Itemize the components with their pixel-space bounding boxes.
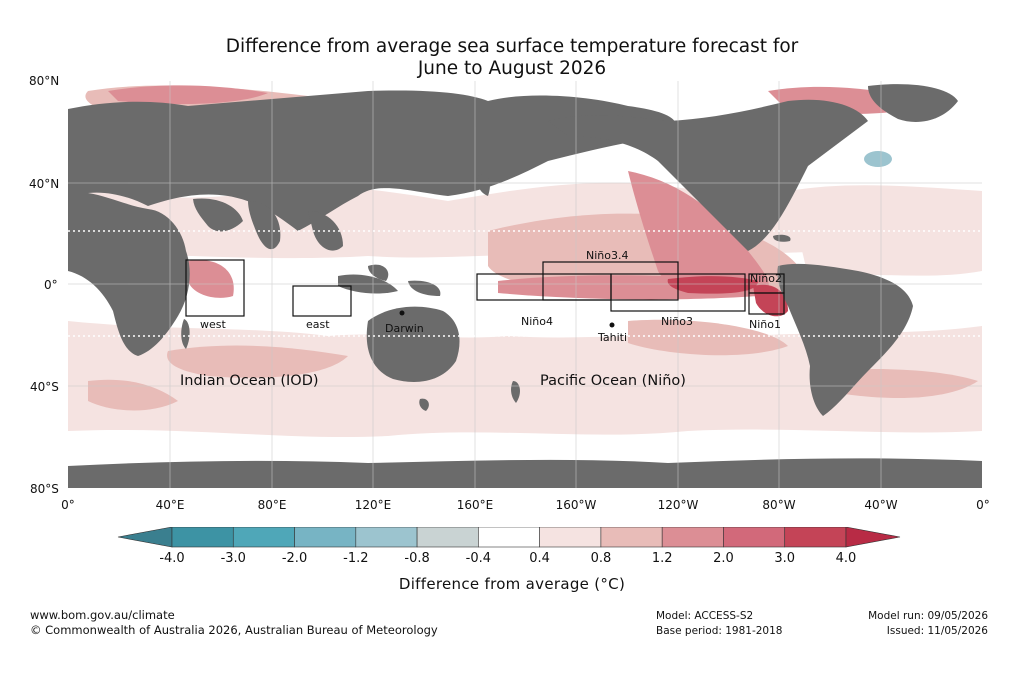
lon-label-40w: 40°W (864, 498, 898, 512)
tahiti-marker (609, 322, 615, 328)
colorbar-tick-label: -4.0 (159, 551, 185, 566)
map-title: Difference from average sea surface temp… (0, 36, 1024, 80)
footer-base-period: Base period: 1981-2018 (656, 625, 783, 637)
footer-model-run: Model run: 09/05/2026 (868, 610, 988, 622)
colorbar-segment (232, 527, 295, 548)
label-nino4: Niño4 (521, 315, 553, 328)
nino1-box (748, 292, 785, 315)
colorbar-tick-label: 2.0 (713, 551, 734, 566)
lon-label-0-left: 0° (61, 498, 75, 512)
index-region-boxes (185, 259, 785, 317)
colorbar-tick-label: 1.2 (651, 551, 673, 566)
lon-label-160e: 160°E (456, 498, 494, 512)
title-line-1: Difference from average sea surface temp… (225, 36, 799, 57)
lat-label-40s: 40°S (30, 380, 59, 394)
colorbar-segment (723, 527, 786, 548)
colorbar-title: Difference from average (°C) (398, 575, 626, 593)
title-line-2: June to August 2026 (417, 58, 607, 79)
indian-ocean-label: Indian Ocean (IOD) (180, 373, 319, 389)
colorbar-tick-label: 0.4 (529, 551, 550, 566)
label-darwin: Darwin (385, 322, 424, 335)
label-nino34: Niño3.4 (586, 249, 629, 262)
label-nino3: Niño3 (661, 315, 693, 328)
colorbar-segment (171, 527, 234, 548)
lat-label-80n: 80°N (29, 74, 60, 88)
land-masses (68, 84, 982, 488)
footer-url[interactable]: www.bom.gov.au/climate (30, 608, 175, 622)
label-tahiti: Tahiti (598, 331, 628, 344)
lon-label-0-right: 0° (976, 498, 990, 512)
colorbar-over-arrow (845, 527, 901, 548)
footer-copyright: © Commonwealth of Australia 2026, Austra… (30, 623, 438, 637)
darwin-marker (399, 310, 405, 316)
lon-label-40e: 40°E (155, 498, 185, 512)
nino3-box (610, 273, 746, 312)
colorbar-segment (478, 527, 540, 548)
sst-anomaly-map (68, 81, 982, 488)
iod-west-box (185, 259, 245, 317)
colorbar-segment (355, 527, 418, 548)
footer-model: Model: ACCESS-S2 (656, 610, 754, 622)
colorbar-segment (416, 527, 479, 548)
colorbar-segment (661, 527, 724, 548)
iod-east-box (292, 285, 352, 317)
lon-label-80w: 80°W (762, 498, 796, 512)
lon-label-160w: 160°W (555, 498, 597, 512)
lon-label-80e: 80°E (257, 498, 287, 512)
colorbar (117, 527, 901, 548)
cool-anomaly-north-atlantic (864, 151, 892, 167)
colorbar-tick-label: -3.0 (220, 551, 246, 566)
map-svg (68, 81, 982, 488)
label-nino1: Niño1 (749, 318, 781, 331)
label-nino2: Niño2 (750, 272, 782, 285)
label-west: west (200, 318, 226, 331)
colorbar-segment (539, 527, 602, 548)
lat-label-80s: 80°S (30, 482, 59, 496)
lat-label-0: 0° (44, 278, 58, 292)
colorbar-tick-label: 4.0 (835, 551, 857, 566)
colorbar-under-arrow (117, 527, 173, 548)
colorbar-tick-label: -0.4 (465, 551, 492, 566)
colorbar-tick-label: 0.8 (590, 551, 612, 566)
lon-label-120w: 120°W (657, 498, 699, 512)
footer-issued: Issued: 11/05/2026 (886, 625, 988, 637)
label-east: east (306, 318, 330, 331)
colorbar-tick-label: -2.0 (281, 551, 308, 566)
colorbar-tick-label: -1.2 (343, 551, 369, 566)
colorbar-segment (294, 527, 357, 548)
lat-label-40n: 40°N (29, 177, 60, 191)
colorbar-tick-label: 3.0 (774, 551, 796, 566)
colorbar-segment (784, 527, 847, 548)
graticule (68, 81, 982, 488)
colorbar-segment (600, 527, 663, 548)
colorbar-tick-label: -0.8 (404, 551, 430, 566)
pacific-ocean-label: Pacific Ocean (Niño) (540, 373, 686, 389)
lon-label-120e: 120°E (354, 498, 392, 512)
